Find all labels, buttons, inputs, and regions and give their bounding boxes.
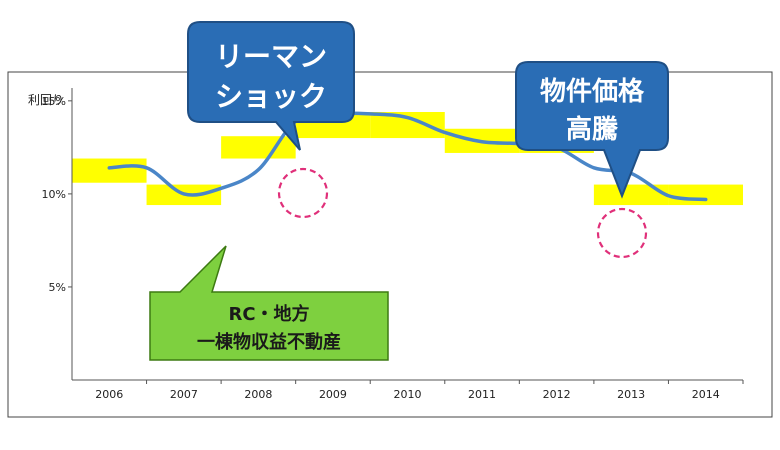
yield-band-2014 <box>668 184 743 206</box>
price-surge-callout-line1: 物件価格 <box>540 76 645 107</box>
property-type-callout-box <box>149 245 389 361</box>
yield-band-2008 <box>221 136 296 159</box>
lehman-callout-line1: リーマン <box>215 40 327 73</box>
yield-band-2006 <box>72 158 147 183</box>
y-axis-label: 利回り <box>28 93 64 107</box>
x-tick-label-2006: 2006 <box>95 388 123 401</box>
price-surge-callout-bubble <box>515 61 669 199</box>
x-tick-label-2014: 2014 <box>692 388 720 401</box>
x-tick-label-2009: 2009 <box>319 388 347 401</box>
price-surge-callout-line2: 高騰 <box>566 114 618 145</box>
y-tick-label-15: 15% <box>42 95 66 108</box>
x-tick-label-2012: 2012 <box>543 388 571 401</box>
x-tick-label-2007: 2007 <box>170 388 198 401</box>
lehman-callout: リーマン ショック <box>187 21 355 151</box>
x-tick-label-2011: 2011 <box>468 388 496 401</box>
y-tick-label-5: 5% <box>49 281 66 294</box>
property-type-callout-line2: 一棟物収益不動産 <box>197 331 341 353</box>
price-surge-callout: 物件価格 高騰 <box>515 61 669 199</box>
x-tick-label-2008: 2008 <box>244 388 272 401</box>
lehman-highlight-circle <box>277 167 329 219</box>
yield-series-line <box>107 111 708 202</box>
property-type-callout: RC・地方 一棟物収益不動産 <box>149 245 389 361</box>
price-surge-highlight-circle <box>596 207 648 259</box>
x-tick-label-2013: 2013 <box>617 388 645 401</box>
lehman-callout-bubble <box>187 21 355 151</box>
yield-band-2013 <box>593 184 669 206</box>
property-type-callout-line1: RC・地方 <box>228 303 309 325</box>
chart-frame <box>7 71 773 418</box>
lehman-callout-line2: ショック <box>215 80 327 113</box>
y-tick-label-10: 10% <box>42 188 66 201</box>
x-tick-label-2010: 2010 <box>394 388 422 401</box>
